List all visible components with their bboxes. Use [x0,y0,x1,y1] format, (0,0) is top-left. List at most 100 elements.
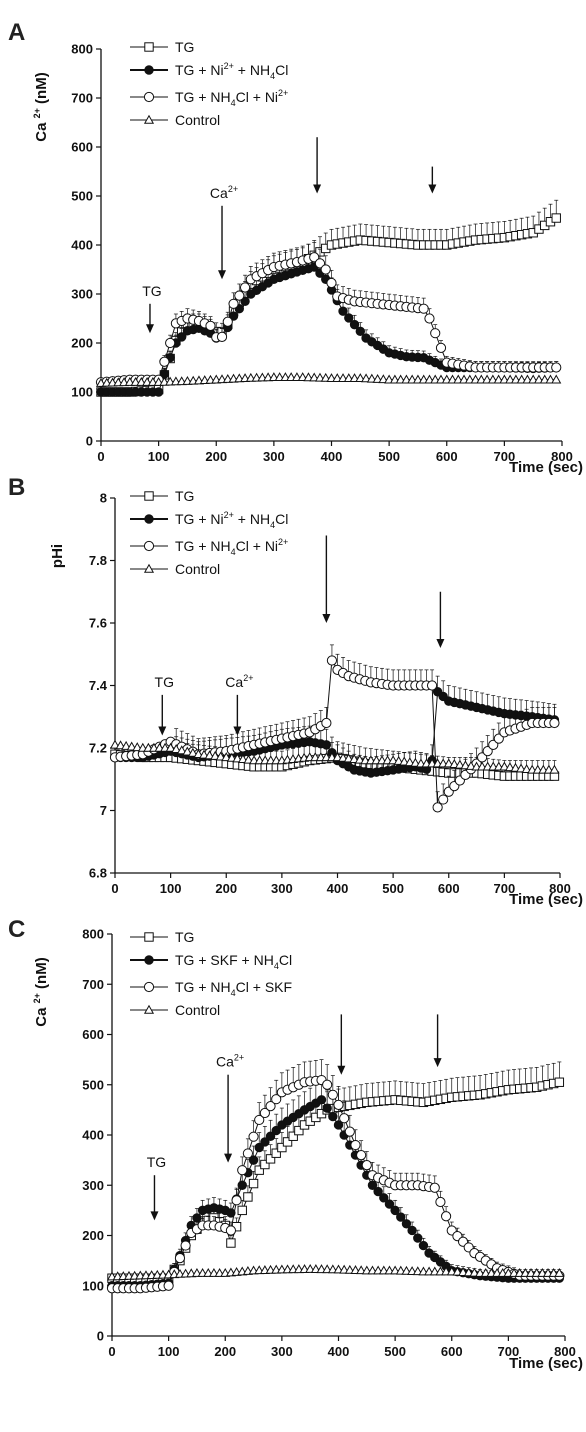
data-point [126,741,137,751]
data-point [379,1193,389,1203]
data-point [121,740,132,750]
data-point [248,1131,259,1142]
data-point [378,374,389,384]
data-point [435,342,447,353]
data-point [314,372,326,382]
y-tick-label: 800 [82,927,104,942]
data-point [231,1195,242,1206]
data-point [109,739,121,749]
legend-entry: Control [175,112,220,128]
data-point [326,655,338,666]
x-tick-label: 0 [97,449,104,464]
data-point [320,264,331,275]
annotation-label: Ca2+ [216,1053,244,1070]
data-point [458,1267,469,1276]
data-point [404,757,415,767]
panel-letter: C [8,916,25,943]
annotation-arrowhead [313,184,322,194]
annotation-label: TG [142,283,161,299]
data-point [499,761,510,771]
y-tick-label: 400 [71,238,93,253]
data-point [407,1225,417,1236]
data-point [309,252,320,263]
panel-a: A 0 100 200 300 400 500 600 700 800 0 100 200 300 400 5… [8,19,583,476]
legend-entry: TG [175,929,194,945]
data-point [460,760,471,770]
data-point [322,1103,332,1113]
data-point [176,745,187,755]
annotation-arrowhead [428,184,437,194]
data-point [254,1165,264,1175]
data-point [401,1219,412,1229]
x-tick-label: 500 [382,881,404,896]
y-tick-label: 100 [71,385,93,400]
x-tick-label: 800 [551,449,573,464]
data-point [132,742,143,752]
y-tick-label: 7.8 [89,553,107,568]
data-point [510,762,521,772]
annotation-arrowhead [150,1211,159,1221]
data-point [449,759,460,768]
data-point [232,753,243,763]
legend-marker [143,981,155,993]
data-point [226,1208,236,1218]
data-point [327,1089,338,1100]
data-point [482,746,493,757]
legend-entry: Control [175,561,220,577]
data-point [361,1160,372,1171]
data-point [277,1142,287,1153]
data-point [390,1205,400,1216]
panel-letter: A [8,19,25,46]
data-point [243,754,254,764]
annotation-label: TG [155,674,174,690]
y-axis-label: Ca 2+ (nM) [32,957,50,1026]
data-point [384,1199,395,1209]
data-point [187,747,198,757]
y-tick-label: 400 [82,1128,104,1143]
data-point [254,1114,265,1126]
data-point [554,1267,565,1277]
data-point [297,372,308,381]
legend-marker [144,42,154,52]
legend-marker [143,1004,155,1014]
annotation-label: Ca2+ [225,673,253,690]
data-point [265,1131,276,1141]
series-line [114,658,555,809]
data-point [355,326,366,337]
data-point [171,744,182,753]
data-point [328,1111,338,1122]
data-point [288,1131,298,1141]
data-point [551,362,562,373]
x-axis-label: Time (sec) [509,891,583,908]
x-tick-label: 200 [215,881,237,896]
data-point [237,1205,247,1216]
x-tick-label: 600 [438,881,460,896]
data-point [271,1094,282,1105]
y-tick-label: 500 [82,1077,104,1092]
data-point [153,387,164,397]
legend-marker [144,514,154,524]
annotation-arrowhead [145,324,154,334]
data-point [182,746,193,756]
annotation-arrowhead [436,639,445,648]
data-point [237,1165,248,1176]
x-axis-label: Time (sec) [509,1355,583,1372]
x-tick-label: 700 [498,1344,520,1359]
annotation-arrowhead [337,1065,346,1075]
data-point [521,764,532,773]
data-point [222,316,233,327]
legend-entry: TG + NH4Cl + Ni2+ [175,88,288,108]
data-point [163,1280,174,1291]
data-point [338,306,348,316]
data-point [226,1238,236,1248]
y-tick-label: 700 [82,977,104,992]
legend-entry: TG + Ni2+ + NH4Cl [175,61,288,81]
x-tick-label: 500 [384,1344,406,1359]
y-axis-label: pHi [49,544,66,568]
data-point [326,277,337,289]
legend: TG TG + Ni2+ + NH4Cl TG + NH4Cl + Ni2+ Cont… [130,39,288,128]
annotation-label: Ca2+ [210,184,238,201]
y-tick-label: 8 [100,491,107,506]
y-tick-label: 600 [71,140,93,155]
x-tick-label: 400 [327,881,349,896]
